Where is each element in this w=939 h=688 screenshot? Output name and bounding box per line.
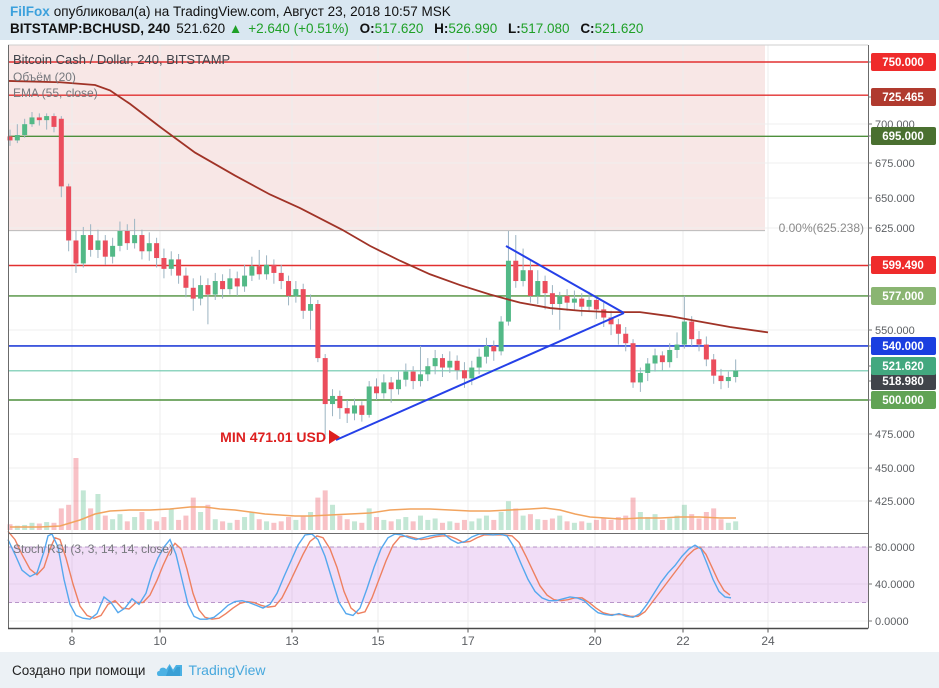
open-label: O: bbox=[359, 21, 375, 36]
svg-text:650.000: 650.000 bbox=[875, 193, 915, 205]
frame bbox=[8, 44, 869, 630]
created-with-text: Создано при помощи bbox=[12, 662, 146, 678]
svg-text:MIN 471.01 USD: MIN 471.01 USD bbox=[220, 429, 326, 445]
svg-text:725.465: 725.465 bbox=[882, 92, 924, 104]
price-badge bbox=[871, 337, 936, 355]
fib-zone bbox=[8, 45, 765, 231]
svg-text:500.000: 500.000 bbox=[882, 395, 924, 407]
fib-percent-label: 0.00%(625.238) bbox=[779, 221, 864, 235]
publication-header: FilFox опубликовал(а) на TradingView.com,… bbox=[0, 0, 939, 40]
low-label: L: bbox=[507, 21, 521, 36]
svg-text:10: 10 bbox=[153, 634, 167, 648]
triangle-upper-line bbox=[505, 245, 625, 314]
stoch-legend: Stoch RSI (3, 3, 14, 14, close) bbox=[13, 542, 173, 556]
svg-text:521.620: 521.620 bbox=[882, 361, 924, 373]
svg-text:Bitcoin Cash / Dollar, 240, BI: Bitcoin Cash / Dollar, 240, BITSTAMP bbox=[13, 52, 230, 67]
legend: Bitcoin Cash / Dollar, 240, BITSTAMP Объё… bbox=[13, 52, 864, 556]
price-axis[interactable]: 700.000675.000650.000625.000550.000475.0… bbox=[868, 53, 936, 628]
svg-text:15: 15 bbox=[371, 634, 385, 648]
svg-text:599.490: 599.490 bbox=[882, 260, 924, 272]
svg-text:40.0000: 40.0000 bbox=[875, 579, 915, 591]
candles-layer bbox=[7, 112, 739, 440]
published-text: опубликовал(а) на TradingView.com, Авгус… bbox=[53, 4, 451, 19]
svg-text:425.000: 425.000 bbox=[875, 496, 915, 508]
price-badge bbox=[871, 53, 936, 71]
svg-text:8: 8 bbox=[69, 634, 76, 648]
chart-area[interactable]: MIN 471.01 USD Bitcoin Cash / Dollar, 240… bbox=[0, 40, 939, 652]
svg-text:13: 13 bbox=[285, 634, 299, 648]
symbol-label: BITSTAMP:BCHUSD, 240 bbox=[10, 21, 171, 36]
price-badge bbox=[871, 391, 936, 409]
volume-ma-line bbox=[10, 506, 736, 528]
tradingview-logo-icon[interactable] bbox=[157, 663, 183, 678]
svg-text:540.000: 540.000 bbox=[882, 341, 924, 353]
stoch-panel bbox=[7, 530, 868, 620]
min-annotation: MIN 471.01 USD bbox=[220, 429, 340, 445]
svg-text:450.000: 450.000 bbox=[875, 463, 915, 475]
svg-text:675.000: 675.000 bbox=[875, 158, 915, 170]
price-badge bbox=[871, 287, 936, 305]
svg-text:Объём (20): Объём (20) bbox=[13, 70, 76, 84]
svg-text:80.0000: 80.0000 bbox=[875, 542, 915, 554]
svg-text:550.000: 550.000 bbox=[875, 325, 915, 337]
high-label: H: bbox=[434, 21, 449, 36]
triangle-lower-line bbox=[335, 312, 625, 441]
svg-text:24: 24 bbox=[761, 634, 775, 648]
footer: Создано при помощи TradingView bbox=[0, 652, 939, 688]
publication-line: FilFox опубликовал(а) на TradingView.com,… bbox=[10, 3, 939, 20]
level-lines bbox=[8, 61, 868, 401]
svg-text:577.000: 577.000 bbox=[882, 291, 924, 303]
svg-text:750.000: 750.000 bbox=[882, 57, 924, 69]
price-badge bbox=[871, 357, 936, 375]
open-value: 517.620 bbox=[374, 21, 424, 36]
price-badge bbox=[871, 372, 936, 390]
svg-text:22: 22 bbox=[676, 634, 690, 648]
price-badge bbox=[871, 88, 936, 106]
up-arrow-icon: ▲ bbox=[228, 21, 243, 36]
low-value: 517.080 bbox=[520, 21, 570, 36]
author-link[interactable]: FilFox bbox=[10, 4, 50, 19]
time-axis[interactable]: 8 10 13 15 17 20 22 24 bbox=[69, 628, 775, 649]
svg-text:17: 17 bbox=[461, 634, 475, 648]
svg-text:518.980: 518.980 bbox=[882, 376, 924, 388]
stoch-k-line bbox=[7, 533, 732, 620]
svg-text:20: 20 bbox=[588, 634, 602, 648]
ema-line bbox=[7, 80, 769, 334]
svg-text:475.000: 475.000 bbox=[875, 429, 915, 441]
price-badge bbox=[871, 256, 936, 274]
last-price: 521.620 bbox=[176, 21, 226, 36]
price-change: +2.640 (+0.51%) bbox=[248, 21, 349, 36]
svg-text:EMA (55, close): EMA (55, close) bbox=[13, 86, 98, 100]
svg-text:695.000: 695.000 bbox=[882, 131, 924, 143]
tradingview-brand-link[interactable]: TradingView bbox=[188, 662, 266, 678]
ticker-line: BITSTAMP:BCHUSD, 240 521.620 ▲ +2.640 (+0.… bbox=[10, 20, 939, 37]
close-value: 521.620 bbox=[594, 21, 644, 36]
close-label: C: bbox=[580, 21, 595, 36]
svg-text:0.0000: 0.0000 bbox=[875, 616, 909, 628]
price-badge bbox=[871, 127, 936, 145]
high-value: 526.990 bbox=[448, 21, 498, 36]
grid-layer bbox=[8, 45, 868, 629]
stoch-d-line bbox=[7, 530, 731, 620]
svg-text:625.000: 625.000 bbox=[875, 223, 915, 235]
